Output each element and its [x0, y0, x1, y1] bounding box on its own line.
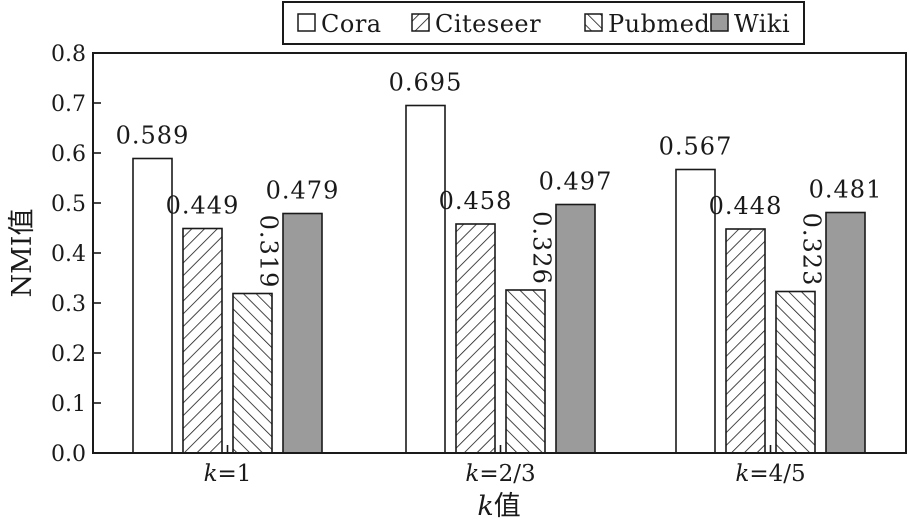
- bar-citeseer-2: [455, 223, 496, 454]
- bar-citeseer-3: [725, 228, 766, 454]
- data-label-citeseer-3: 0.448: [709, 192, 783, 220]
- x-axis-title-k: k: [477, 491, 493, 522]
- category-label-value: =2/3: [479, 461, 535, 487]
- y-tick-label: 0.7: [51, 92, 86, 117]
- bar-pubmed-3: [775, 290, 816, 454]
- y-tick-label: 0.2: [51, 342, 86, 367]
- legend-label-cora: Cora: [321, 10, 382, 38]
- data-label-cora-2: 0.695: [389, 69, 463, 97]
- bar-pubmed-1: [232, 292, 273, 454]
- data-label-cora-3: 0.567: [659, 133, 733, 161]
- category-label-k: k: [735, 461, 749, 487]
- y-axis-title: NMI值: [7, 209, 38, 298]
- bar-cora-1: [132, 157, 173, 454]
- y-tick-label: 0.4: [51, 242, 86, 267]
- y-tick-label: 0.5: [51, 192, 86, 217]
- legend-swatch-citeseer: [411, 13, 430, 32]
- data-label-wiki-2: 0.497: [539, 168, 613, 196]
- legend-label-wiki: Wiki: [734, 10, 790, 38]
- category-label-k: k: [204, 461, 218, 487]
- bar-wiki-1: [282, 212, 323, 454]
- y-tick-label: 0.6: [51, 142, 86, 167]
- bar-pubmed-2: [505, 289, 546, 454]
- legend-swatch-cora: [297, 13, 316, 32]
- data-label-wiki-3: 0.481: [809, 176, 883, 204]
- bar-wiki-2: [555, 203, 596, 454]
- data-label-citeseer-2: 0.458: [439, 187, 513, 215]
- x-axis-title-rest: 值: [494, 491, 521, 522]
- category-label-value: =1: [218, 461, 252, 487]
- category-label-value: =4/5: [749, 461, 805, 487]
- bar-cora-2: [405, 104, 446, 454]
- y-tick-label: 0.0: [51, 442, 86, 467]
- data-label-pubmed-2: 0.326: [528, 211, 556, 285]
- data-label-cora-1: 0.589: [116, 122, 190, 150]
- y-tick-label: 0.1: [51, 392, 86, 417]
- legend-label-citeseer: Citeseer: [435, 10, 541, 38]
- data-label-citeseer-1: 0.449: [166, 192, 240, 220]
- category-label: k=1: [204, 461, 252, 487]
- data-label-pubmed-1: 0.319: [255, 215, 283, 289]
- category-label: k=2/3: [465, 461, 535, 487]
- bar-citeseer-1: [182, 227, 223, 454]
- legend-label-pubmed: Pubmed: [608, 10, 710, 38]
- legend-swatch-pubmed: [584, 13, 603, 32]
- data-label-pubmed-3: 0.323: [798, 213, 826, 287]
- y-tick-label: 0.3: [51, 292, 86, 317]
- bar-wiki-3: [825, 211, 866, 454]
- x-axis-title: k值: [477, 491, 520, 522]
- category-label-k: k: [465, 461, 479, 487]
- y-tick-label: 0.8: [51, 42, 86, 67]
- bar-cora-3: [675, 168, 716, 454]
- category-label: k=4/5: [735, 461, 805, 487]
- data-label-wiki-1: 0.479: [266, 177, 340, 205]
- legend-swatch-wiki: [710, 13, 729, 32]
